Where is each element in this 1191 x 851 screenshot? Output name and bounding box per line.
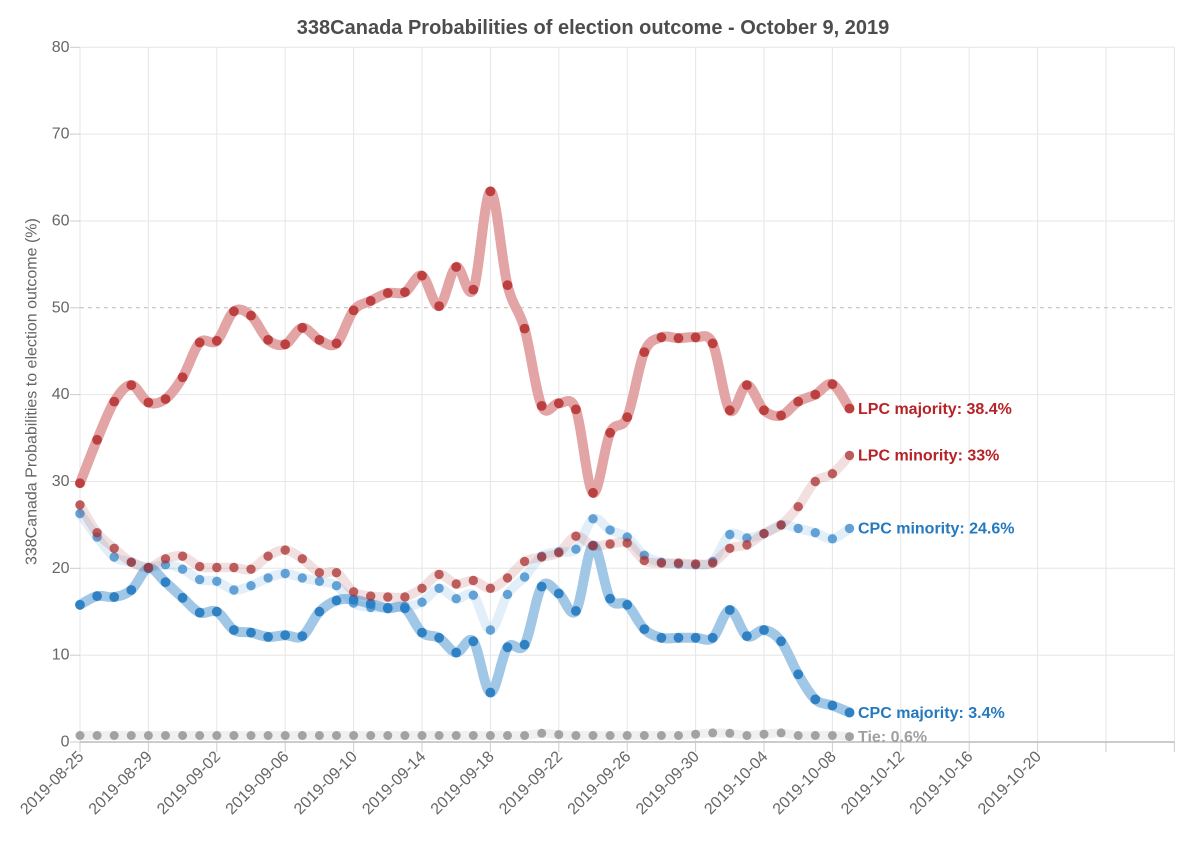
svg-text:Tie: 0.6%: Tie: 0.6% bbox=[858, 729, 927, 746]
svg-text:LPC minority: 33%: LPC minority: 33% bbox=[858, 448, 999, 465]
svg-text:40: 40 bbox=[52, 386, 70, 403]
svg-text:0: 0 bbox=[61, 734, 70, 751]
svg-text:CPC majority: 3.4%: CPC majority: 3.4% bbox=[858, 705, 1005, 722]
svg-text:338Canada Probabilities of ele: 338Canada Probabilities of election outc… bbox=[297, 17, 889, 39]
svg-text:10: 10 bbox=[52, 647, 70, 664]
svg-text:338Canada Probabilities to ele: 338Canada Probabilities to election outc… bbox=[24, 218, 41, 565]
svg-text:LPC majority: 38.4%: LPC majority: 38.4% bbox=[858, 401, 1012, 418]
svg-text:30: 30 bbox=[52, 473, 70, 490]
svg-text:60: 60 bbox=[52, 213, 70, 230]
svg-text:70: 70 bbox=[52, 126, 70, 143]
svg-text:80: 80 bbox=[52, 39, 70, 56]
svg-text:50: 50 bbox=[52, 299, 70, 316]
svg-text:20: 20 bbox=[52, 560, 70, 577]
svg-text:CPC minority: 24.6%: CPC minority: 24.6% bbox=[858, 521, 1014, 538]
